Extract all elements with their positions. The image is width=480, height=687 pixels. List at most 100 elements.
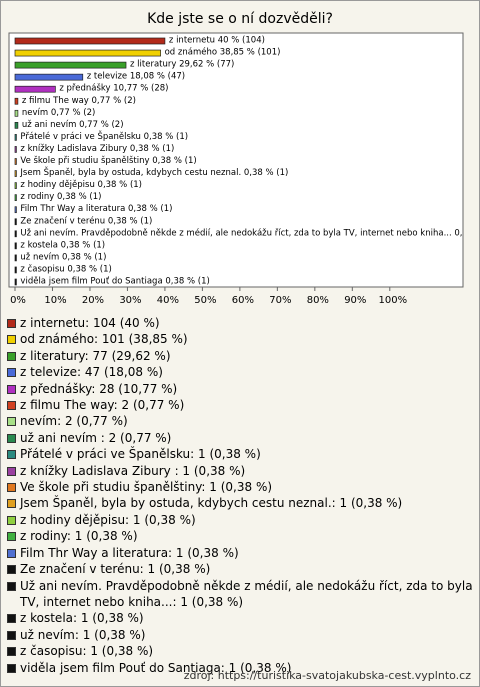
legend-swatch [7,450,16,460]
bar [14,134,17,141]
legend-label: Film Thr Way a literatura: 1 (0,38 %) [20,545,239,560]
bar [14,266,17,274]
legend-item: Ze značení v terénu: 1 (0,38 %) [7,561,473,577]
legend-label: z časopisu: 1 (0,38 %) [20,644,154,659]
bar [14,158,17,165]
legend-label: už nevím: 1 (0,38 %) [20,627,146,642]
x-tick-label: 50% [194,295,216,306]
value-label: od známého 38,85 % (101) [165,47,281,58]
legend-item: viděla jsem film Pouť do Santiaga: 1 (0,… [7,660,473,676]
value-label: z přednášky 10,77 % (28) [59,83,168,94]
legend-label: z přednášky: 28 (10,77 %) [20,381,178,396]
legend-swatch [7,368,16,378]
legend-swatch [7,548,16,558]
x-tick-label: 30% [119,295,141,306]
legend-item: z literatury: 77 (29,62 %) [7,348,473,364]
legend-label: z hodiny dějěpisu: 1 (0,38 %) [20,512,196,527]
value-label: z internetu 40 % (104) [169,36,265,46]
legend-label: už ani nevím : 2 (0,77 %) [20,430,172,445]
value-label: z televize 18,08 % (47) [87,72,185,82]
legend-item: od známého: 101 (38,85 %) [7,331,473,347]
bar [14,182,17,189]
legend-label: Ze značení v terénu: 1 (0,38 %) [20,562,211,577]
legend-item: z rodiny: 1 (0,38 %) [7,528,473,544]
bar [14,49,161,57]
legend-swatch [7,614,16,624]
legend-label: Jsem Španěl, byla by ostuda, kdybych ces… [20,496,403,511]
legend-swatch [7,565,16,575]
x-tick-label: 0% [10,295,26,306]
legend-label: nevím: 2 (0,77 %) [20,414,128,429]
value-label: z kostela 0,38 % (1) [20,240,105,250]
bar [14,85,56,93]
legend-swatch [7,483,16,493]
legend-label: z internetu: 104 (40 %) [20,316,160,330]
bar [14,97,19,105]
legend-label: z rodiny: 1 (0,38 %) [20,529,138,544]
legend-swatch [7,335,16,345]
bar [14,146,17,153]
x-tick-label: 70% [269,295,291,306]
bar [14,109,19,117]
value-label: viděla jsem film Pouť do Santiaga 0,38 %… [20,277,209,287]
value-label: z rodiny 0,38 % (1) [20,192,101,202]
legend-item: Už ani nevím. Pravděpodobně někde z médi… [7,578,473,611]
bar [14,242,17,250]
legend-item: z internetu: 104 (40 %) [7,315,473,331]
bar [14,218,17,226]
value-label: z časopisu 0,38 % (1) [20,263,111,274]
legend-label: Už ani nevím. Pravděpodobně někde z médi… [20,578,473,609]
bars: z internetu 40 % (104)od známého 38,85 %… [14,36,479,287]
legend-label: z filmu The way: 2 (0,77 %) [20,398,185,413]
legend-swatch [7,417,16,427]
legend-item: Ve škole při studiu španělštiny: 1 (0,38… [7,479,473,495]
legend-item: už nevím: 1 (0,38 %) [7,627,473,643]
x-tick-label: 20% [82,295,104,306]
bar [14,37,166,45]
bar [14,73,84,81]
legend-item: z knížky Ladislava Zibury : 1 (0,38 %) [7,463,473,479]
bar [14,170,17,177]
x-tick-label: 10% [44,295,66,306]
bar [14,121,19,129]
legend-swatch [7,663,16,673]
legend-swatch [7,384,16,394]
legend: z internetu: 104 (40 %) od známého: 101 (… [7,315,473,676]
plot-area [8,32,464,288]
legend-swatch [7,581,16,591]
value-label: z literatury 29,62 % (77) [130,60,234,70]
legend-label: z televize: 47 (18,08 %) [20,365,163,380]
legend-swatch [7,647,16,657]
legend-label: Ve škole při studiu španělštiny: 1 (0,38… [20,480,273,495]
value-label: nevím 0,77 % (2) [22,108,95,118]
chart: Kde jste se o ní dozvěděli? z internetu … [8,11,479,306]
legend-swatch [7,466,16,476]
legend-item: Přátelé v práci ve Španělsku: 1 (0,38 %) [7,446,473,462]
bar [14,278,17,286]
legend-item: Jsem Španěl, byla by ostuda, kdybych ces… [7,495,473,511]
legend-item: nevím: 2 (0,77 %) [7,413,473,429]
bar [14,61,127,69]
legend-label: z kostela: 1 (0,38 %) [20,611,144,626]
legend-swatch [7,515,16,525]
value-label: už ani nevím 0,77 % (2) [22,120,124,130]
legend-label: od známého: 101 (38,85 %) [20,332,188,347]
source: zdroj: https://turistika-svatojakubska-c… [183,669,471,682]
legend-label: z literatury: 77 (29,62 %) [20,348,171,363]
legend-item: už ani nevím : 2 (0,77 %) [7,430,473,446]
bar [14,254,17,262]
legend-swatch [7,351,16,361]
chart-title: Kde jste se o ní dozvěděli? [147,11,333,27]
legend-label: z knížky Ladislava Zibury : 1 (0,38 %) [20,463,246,478]
value-label: Už ani nevím. Pravděpodobně někde z médi… [20,227,479,238]
legend-item: z časopisu: 1 (0,38 %) [7,643,473,659]
legend-swatch [7,433,16,443]
value-label: z filmu The way 0,77 % (2) [22,96,136,106]
legend-swatch [7,319,16,328]
x-tick-label: 40% [157,295,179,306]
bar [14,230,17,238]
legend-item: z filmu The way: 2 (0,77 %) [7,397,473,413]
legend-item: z hodiny dějěpisu: 1 (0,38 %) [7,512,473,528]
x-tick-label: 80% [307,295,329,306]
